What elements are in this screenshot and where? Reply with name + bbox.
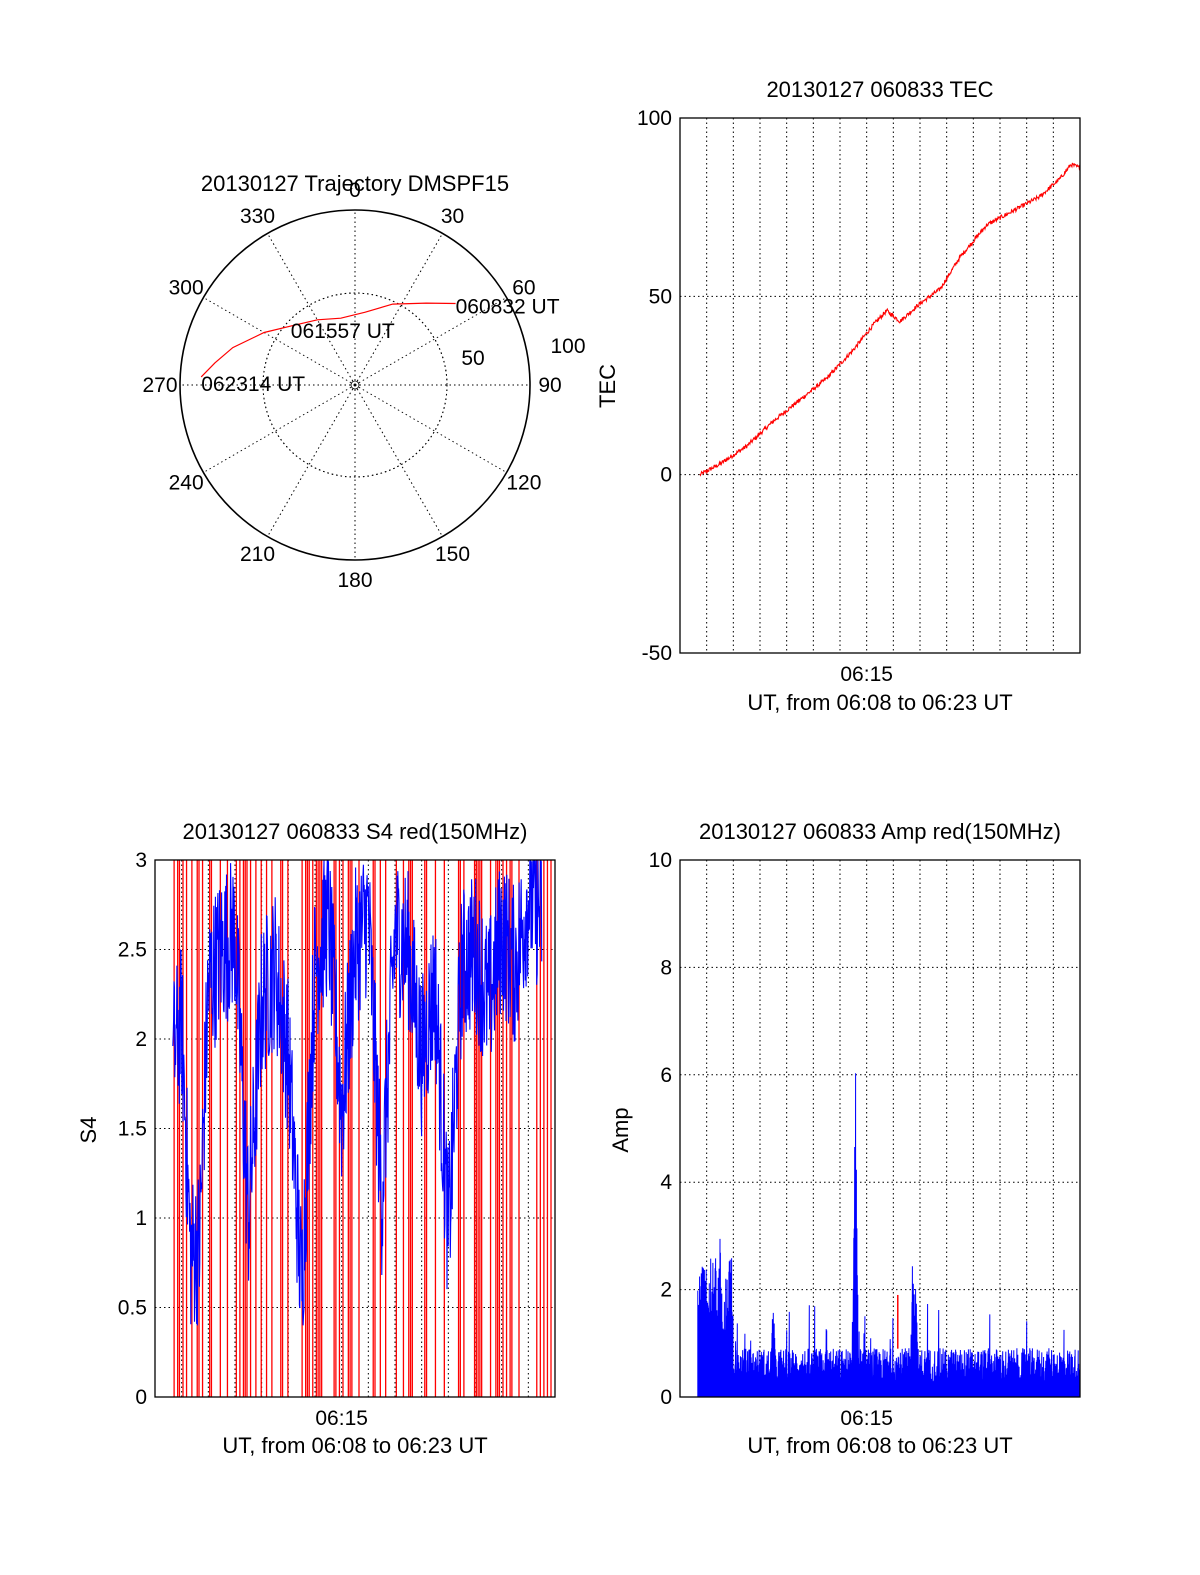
tec-y-axis-label: TEC [595, 364, 620, 408]
tec-y-tick-label: 0 [660, 464, 672, 487]
polar-azimuth-label: 210 [240, 543, 275, 566]
polar-spoke [267, 384, 356, 537]
tec-plot-frame [679, 117, 1081, 654]
trajectory-labels: 060832 UT 061557 UT 062314 UT [201, 296, 560, 396]
trajectory-line [200, 302, 456, 378]
polar-ring-50 [262, 292, 448, 478]
s4-y-tick-label: 0 [135, 1386, 147, 1409]
amp-y-tick-label: 0 [660, 1386, 672, 1409]
polar-grid [179, 209, 531, 561]
tec-y-tick-labels: -50 0 50 100 [637, 107, 672, 665]
polar-azimuth-label: 180 [337, 569, 372, 592]
tec-title: 20130127 060833 TEC [766, 77, 993, 102]
polar-radial-labels: 50 100 [461, 335, 585, 370]
s4-x-tick-label: 06:15 [315, 1407, 368, 1430]
amp-y-tick-label: 2 [660, 1279, 672, 1302]
polar-azimuth-label: 300 [169, 277, 204, 300]
tec-y-tick-label: 100 [637, 107, 672, 130]
polar-azimuth-label: 330 [240, 205, 275, 228]
trajectory-time-label: 062314 UT [201, 373, 305, 396]
polar-azimuth-label: 240 [169, 472, 204, 495]
polar-azimuth-label: 30 [441, 205, 464, 228]
polar-azimuth-label: 150 [435, 543, 470, 566]
polar-spoke [354, 233, 443, 386]
tec-series [699, 162, 1081, 477]
polar-azimuth-label: 270 [142, 374, 177, 397]
amp-panel: 20130127 060833 Amp red(150MHz) 0246810 … [608, 819, 1081, 1458]
polar-panel: 20130127 Trajectory DMSPF15 0 30 60 90 120 15… [142, 171, 585, 592]
s4-y-tick-label: 2 [135, 1028, 147, 1051]
amp-y-tick-label: 8 [660, 956, 672, 979]
tec-x-tick-label: 06:15 [840, 663, 893, 686]
polar-spoke [354, 384, 443, 537]
s4-y-tick-label: 1 [135, 1207, 147, 1230]
amp-title: 20130127 060833 Amp red(150MHz) [699, 819, 1061, 844]
tec-y-tick-label: 50 [649, 285, 672, 308]
amp-x-tick-labels: 06:15 [840, 1407, 893, 1430]
polar-azimuth-label: 120 [506, 472, 541, 495]
trajectory-time-label: 061557 UT [291, 320, 395, 343]
polar-radial-label: 100 [550, 335, 585, 358]
s4-y-tick-labels: 0 0.5 1 1.5 2 2.5 3 [118, 849, 147, 1409]
s4-y-tick-label: 1.5 [118, 1118, 147, 1141]
s4-y-tick-label: 0.5 [118, 1297, 147, 1320]
s4-blue-line [172, 859, 543, 1326]
s4-x-tick-labels: 06:15 [315, 1407, 368, 1430]
amp-y-tick-label: 10 [649, 849, 672, 872]
amp-y-tick-labels: 0 2 4 6 8 10 [649, 849, 673, 1409]
amp-x-tick-label: 06:15 [840, 1407, 893, 1430]
polar-spoke [267, 233, 356, 386]
amp-x-axis-label: UT, from 06:08 to 06:23 UT [747, 1433, 1012, 1458]
amp-grid [680, 860, 1080, 1397]
tec-panel: 20130127 060833 TEC -50 0 50 100 06:15 UT, … [595, 77, 1081, 715]
polar-spoke [203, 384, 356, 473]
tec-line [699, 162, 1081, 477]
amp-y-tick-label: 4 [660, 1171, 672, 1194]
polar-azimuth-label: 90 [538, 374, 561, 397]
polar-title: 20130127 Trajectory DMSPF15 [201, 171, 509, 196]
polar-azimuth-label: 60 [512, 277, 535, 300]
s4-series [172, 859, 543, 1326]
s4-y-tick-label: 2.5 [118, 939, 147, 962]
amp-y-axis-label: Amp [608, 1107, 633, 1152]
polar-azimuth-labels: 0 30 60 90 120 150 180 210 240 270 300 330 [142, 179, 561, 592]
amp-series [697, 1073, 1081, 1398]
s4-x-axis-label: UT, from 06:08 to 06:23 UT [222, 1433, 487, 1458]
amp-y-tick-label: 6 [660, 1064, 672, 1087]
trajectory-time-label: 060832 UT [456, 296, 560, 319]
s4-plot-frame [154, 859, 556, 1398]
s4-y-axis-label: S4 [76, 1117, 101, 1144]
s4-panel: 20130127 060833 S4 red(150MHz) 0 0.5 1 1.5 2… [76, 819, 556, 1458]
polar-outer-circle [179, 209, 531, 561]
tec-x-axis-label: UT, from 06:08 to 06:23 UT [747, 690, 1012, 715]
s4-y-tick-label: 3 [135, 849, 147, 872]
tec-grid [680, 118, 1080, 653]
polar-azimuth-label: 0 [349, 179, 361, 202]
polar-center [350, 380, 360, 390]
tec-x-tick-labels: 06:15 [840, 663, 893, 686]
amp-plot-frame [679, 859, 1081, 1398]
polar-spoke [354, 384, 507, 473]
s4-title: 20130127 060833 S4 red(150MHz) [183, 819, 528, 844]
tec-y-tick-label: -50 [642, 642, 672, 665]
amp-blue-series [697, 1073, 1081, 1398]
polar-radial-label: 50 [461, 347, 484, 370]
